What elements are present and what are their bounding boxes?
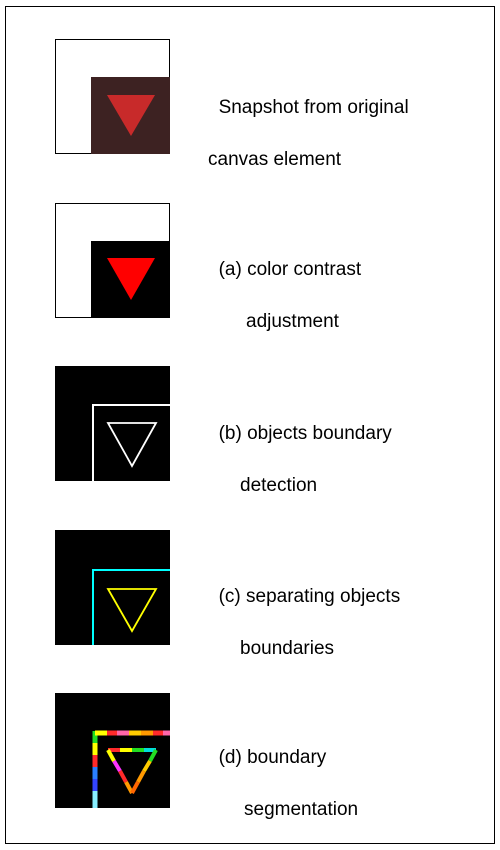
caption-original-line2: canvas element	[208, 149, 342, 170]
caption-separated-boundaries-line1: (c) separating objects	[218, 586, 401, 607]
figure-frame	[5, 6, 495, 844]
caption-separated-boundaries: (c) separating objects boundaries	[208, 558, 401, 688]
caption-separated-boundaries-line2: boundaries	[240, 638, 335, 659]
caption-original: Snapshot from original canvas element	[208, 69, 409, 199]
original-triangle	[107, 95, 155, 136]
panel-boundary-detection	[55, 366, 170, 481]
detected-square-boundary	[92, 404, 170, 481]
caption-boundary-detection-line1: (b) objects boundary	[218, 423, 392, 444]
contrast-triangle	[107, 258, 155, 300]
caption-segmentation: (d) boundary segmentation	[208, 719, 359, 849]
caption-segmentation-line1: (d) boundary	[218, 747, 327, 768]
detected-triangle-boundary	[106, 422, 158, 468]
separated-square-boundary	[92, 569, 170, 645]
segmented-square-boundary	[92, 730, 170, 808]
panel-contrast	[55, 203, 170, 318]
panel-original	[55, 39, 170, 154]
caption-boundary-detection: (b) objects boundary detection	[208, 395, 392, 525]
caption-original-line1: Snapshot from original	[218, 97, 409, 118]
caption-contrast: (a) color contrast adjustment	[208, 231, 362, 361]
separated-triangle-boundary	[106, 588, 158, 633]
panel-separated-boundaries	[55, 530, 170, 645]
segmented-triangle-boundary	[106, 748, 158, 794]
panel-segmentation	[55, 693, 170, 808]
caption-segmentation-line2: segmentation	[244, 799, 359, 820]
caption-contrast-line2: adjustment	[246, 311, 339, 332]
caption-contrast-line1: (a) color contrast	[218, 259, 362, 280]
caption-boundary-detection-line2: detection	[240, 475, 318, 496]
